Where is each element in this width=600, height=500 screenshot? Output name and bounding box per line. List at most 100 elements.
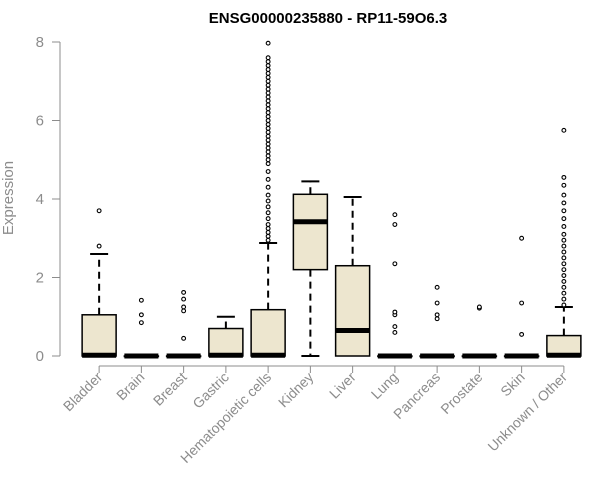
outlier-point [561, 278, 567, 284]
outlier-point [265, 133, 271, 139]
box-bladder [81, 208, 117, 358]
outlier-point [265, 153, 271, 159]
outlier-point [561, 267, 567, 273]
outlier-point [265, 222, 271, 227]
outlier-point [265, 114, 271, 120]
box-prostate [461, 304, 498, 359]
outlier-point [181, 289, 187, 295]
box-iqr [81, 314, 117, 357]
x-tick-label: Brain [113, 369, 147, 403]
outlier-point [96, 208, 102, 214]
outlier-point [434, 316, 440, 322]
outlier-point [265, 94, 271, 100]
outlier-point [265, 129, 271, 135]
y-axis-label: Expression [0, 161, 17, 235]
outlier-point [265, 110, 271, 116]
x-tick-label: Pancreas [390, 369, 443, 422]
outlier-point [561, 273, 567, 278]
outlier-point [265, 176, 271, 182]
outlier-point [265, 198, 271, 204]
outlier-point [265, 63, 271, 69]
outlier-point [265, 59, 271, 65]
outlier-point [561, 243, 567, 249]
box-iqr [250, 308, 286, 357]
outlier-point [265, 137, 271, 143]
outlier-point [265, 70, 271, 76]
outlier-point [265, 216, 271, 222]
outlier-point [561, 296, 567, 302]
x-tick-label: Prostate [437, 369, 485, 417]
x-tick-label: Bladder [60, 369, 106, 415]
outlier-point [265, 192, 271, 198]
outlier-point [392, 330, 398, 335]
box-lung [377, 212, 413, 359]
box-iqr [292, 193, 329, 271]
box-liver [334, 196, 371, 357]
outlier-point [265, 67, 271, 72]
outlier-point [181, 304, 187, 310]
outlier-point [561, 249, 567, 255]
outlier-point [265, 98, 271, 104]
outlier-point [561, 255, 567, 261]
outlier-point [561, 231, 567, 237]
outlier-point [434, 300, 440, 306]
outlier-point [265, 78, 271, 84]
x-tick-label: Kidney [275, 369, 317, 411]
outlier-point [265, 125, 271, 131]
outlier-point [265, 161, 271, 167]
chart-title: ENSG00000235880 - RP11-59O6.3 [209, 10, 448, 27]
y-tick-label: 8 [36, 34, 44, 51]
x-tick-label: Skin [497, 369, 528, 400]
outlier-point [138, 297, 144, 303]
outlier-point [138, 312, 144, 318]
x-tick-label: Unknown / Other [484, 369, 570, 455]
outlier-point [265, 169, 271, 174]
outlier-point [265, 141, 271, 147]
box-gastric [208, 315, 244, 358]
y-tick-label: 0 [36, 348, 44, 365]
outlier-point [561, 200, 567, 206]
outlier-point [561, 224, 567, 229]
outlier-point [265, 210, 271, 216]
outlier-point [265, 55, 271, 61]
outlier-point [265, 74, 271, 80]
outlier-point [265, 82, 271, 88]
outlier-point [265, 145, 271, 151]
outlier-point [392, 212, 398, 218]
outlier-point [519, 331, 525, 337]
box-breast [165, 289, 202, 359]
outlier-point [561, 182, 567, 188]
outlier-point [392, 324, 398, 330]
axes: 0 2 4 6 8 [36, 34, 564, 367]
box-kidney [292, 180, 329, 357]
outlier-point [265, 237, 271, 243]
outlier-point [392, 222, 398, 227]
outlier-point [265, 229, 271, 235]
outlier-point [434, 284, 440, 290]
x-tick-label: Lung [368, 369, 401, 402]
outlier-point [265, 102, 271, 108]
box-hematopoietic-cells [250, 40, 286, 358]
outlier-point [265, 157, 271, 163]
outlier-point [561, 192, 567, 198]
box-iqr [208, 327, 244, 357]
outlier-point [392, 261, 398, 267]
outlier-point [476, 304, 482, 310]
box-brain [123, 297, 160, 359]
x-tick-label: Breast [150, 369, 190, 409]
box-unknown-other [546, 127, 582, 358]
outlier-point [265, 121, 271, 127]
outlier-point [561, 208, 567, 214]
outlier-point [265, 106, 271, 112]
outlier-point [265, 204, 271, 210]
outlier-point [265, 86, 271, 92]
box-pancreas [419, 284, 455, 359]
outlier-point [265, 184, 271, 190]
outlier-point [519, 300, 525, 306]
outlier-point [181, 296, 187, 302]
outlier-point [96, 243, 102, 249]
outlier-point [561, 261, 567, 267]
outlier-point [392, 309, 398, 315]
